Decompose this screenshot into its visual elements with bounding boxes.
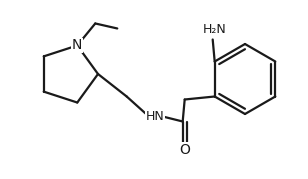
Text: HN: HN bbox=[145, 110, 164, 123]
Text: N: N bbox=[72, 38, 83, 52]
Text: O: O bbox=[179, 142, 190, 156]
Text: H₂N: H₂N bbox=[203, 23, 227, 36]
